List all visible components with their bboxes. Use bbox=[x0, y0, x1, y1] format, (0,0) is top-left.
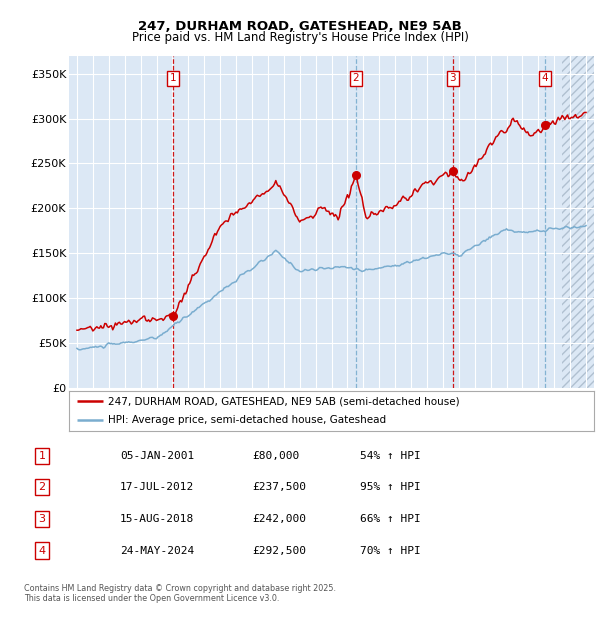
Text: £80,000: £80,000 bbox=[252, 451, 299, 461]
Text: £237,500: £237,500 bbox=[252, 482, 306, 492]
Text: 95% ↑ HPI: 95% ↑ HPI bbox=[360, 482, 421, 492]
Text: 247, DURHAM ROAD, GATESHEAD, NE9 5AB (semi-detached house): 247, DURHAM ROAD, GATESHEAD, NE9 5AB (se… bbox=[109, 396, 460, 407]
Text: 17-JUL-2012: 17-JUL-2012 bbox=[120, 482, 194, 492]
Text: 1: 1 bbox=[170, 73, 176, 83]
Text: 70% ↑ HPI: 70% ↑ HPI bbox=[360, 546, 421, 556]
Text: £242,000: £242,000 bbox=[252, 514, 306, 524]
Text: 4: 4 bbox=[541, 73, 548, 83]
Text: Contains HM Land Registry data © Crown copyright and database right 2025.: Contains HM Land Registry data © Crown c… bbox=[24, 584, 336, 593]
Bar bbox=[562, 56, 594, 388]
Text: 1: 1 bbox=[38, 451, 46, 461]
Text: 3: 3 bbox=[449, 73, 456, 83]
Text: This data is licensed under the Open Government Licence v3.0.: This data is licensed under the Open Gov… bbox=[24, 595, 280, 603]
Text: £292,500: £292,500 bbox=[252, 546, 306, 556]
Text: 24-MAY-2024: 24-MAY-2024 bbox=[120, 546, 194, 556]
Text: 66% ↑ HPI: 66% ↑ HPI bbox=[360, 514, 421, 524]
Text: 3: 3 bbox=[38, 514, 46, 524]
Text: 05-JAN-2001: 05-JAN-2001 bbox=[120, 451, 194, 461]
Text: Price paid vs. HM Land Registry's House Price Index (HPI): Price paid vs. HM Land Registry's House … bbox=[131, 32, 469, 44]
Text: 4: 4 bbox=[38, 546, 46, 556]
Text: 54% ↑ HPI: 54% ↑ HPI bbox=[360, 451, 421, 461]
Text: 2: 2 bbox=[353, 73, 359, 83]
Bar bbox=[562, 56, 594, 388]
Text: 247, DURHAM ROAD, GATESHEAD, NE9 5AB: 247, DURHAM ROAD, GATESHEAD, NE9 5AB bbox=[138, 20, 462, 32]
Text: HPI: Average price, semi-detached house, Gateshead: HPI: Average price, semi-detached house,… bbox=[109, 415, 386, 425]
Text: 15-AUG-2018: 15-AUG-2018 bbox=[120, 514, 194, 524]
Text: 2: 2 bbox=[38, 482, 46, 492]
